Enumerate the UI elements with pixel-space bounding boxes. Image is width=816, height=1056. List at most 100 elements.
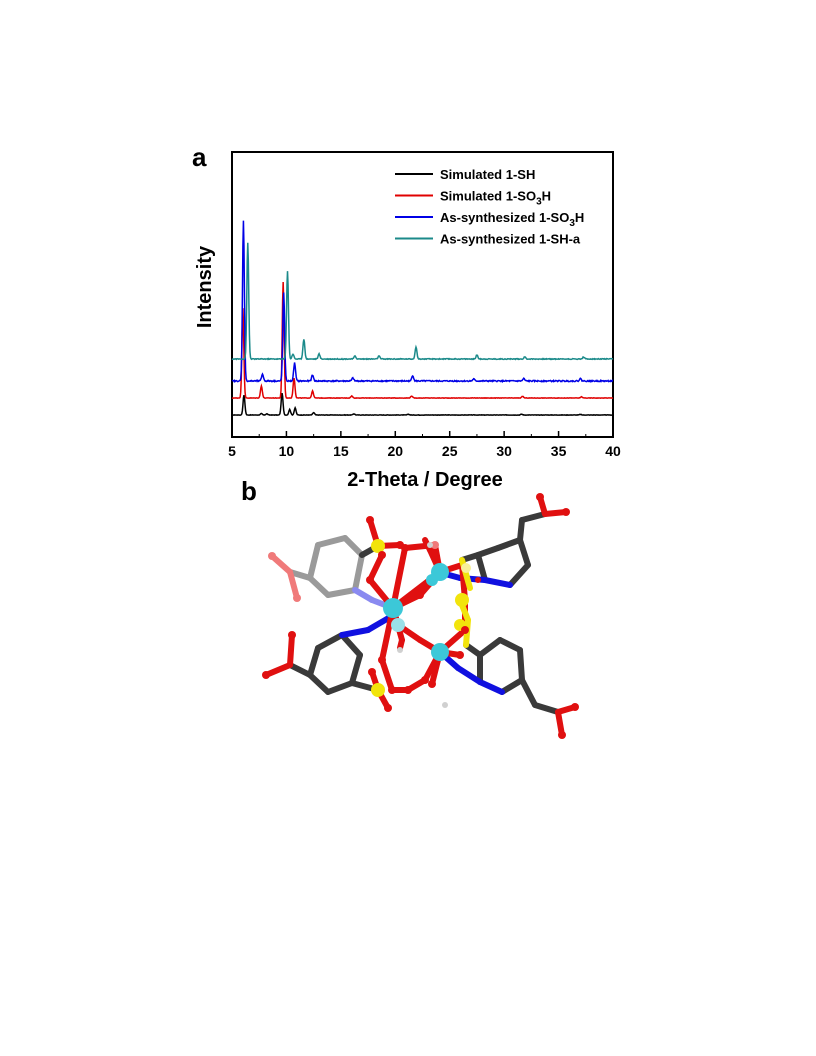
series-line	[231, 242, 614, 361]
atom	[482, 577, 488, 583]
bond	[287, 662, 313, 678]
atom	[378, 656, 386, 664]
atom	[262, 671, 270, 679]
bond	[475, 552, 488, 583]
series-line	[231, 282, 614, 400]
atom	[366, 576, 374, 584]
atom	[456, 651, 464, 659]
xrd-chart: 5 10 15 20 25 30 35 40 Simulated 1-SHSimulated …	[194, 151, 621, 491]
panel-b-label: b	[241, 476, 257, 506]
bond	[269, 553, 293, 575]
atom	[562, 508, 570, 516]
atom	[427, 542, 433, 548]
bond	[339, 627, 371, 638]
bond	[517, 517, 525, 543]
atom	[428, 680, 436, 688]
atom	[416, 591, 424, 599]
atom	[365, 627, 371, 633]
molecular-structure	[262, 493, 579, 739]
bond	[482, 577, 513, 588]
bond	[263, 662, 293, 678]
bond	[477, 637, 503, 658]
atom	[378, 551, 386, 559]
metal-atom	[431, 643, 449, 661]
atom	[442, 702, 448, 708]
atom	[368, 668, 376, 676]
bond	[352, 587, 375, 603]
metal-atom	[426, 574, 438, 586]
atom	[404, 686, 412, 694]
bond	[349, 652, 363, 686]
bond	[325, 587, 358, 598]
atom	[461, 626, 469, 634]
bond	[379, 657, 395, 693]
y-axis-label: Intensity	[194, 245, 216, 328]
atom	[369, 597, 375, 603]
bond	[475, 545, 501, 558]
bond	[352, 552, 365, 593]
bond	[477, 679, 505, 695]
bond	[315, 535, 348, 548]
atom	[388, 686, 396, 694]
bond	[519, 677, 538, 708]
bond	[325, 680, 355, 695]
x-tick-label: 40	[605, 443, 621, 459]
bond	[307, 542, 321, 581]
bond	[507, 562, 531, 588]
bond	[287, 569, 300, 601]
bond	[342, 535, 365, 558]
x-tick-label: 10	[279, 443, 295, 459]
atom	[397, 647, 403, 653]
bond	[495, 537, 523, 551]
metal-atom	[391, 618, 405, 632]
bond	[307, 645, 321, 678]
atom	[293, 594, 301, 602]
x-tick-label: 5	[228, 443, 236, 459]
atom	[571, 703, 579, 711]
atom	[475, 577, 481, 583]
legend-label: Simulated 1-SO3H	[440, 189, 551, 208]
bond	[532, 702, 561, 715]
x-tick-label: 15	[333, 443, 349, 459]
bond	[339, 632, 363, 658]
bond	[307, 575, 331, 598]
bond	[315, 632, 345, 651]
series-line	[231, 393, 614, 417]
atom	[384, 704, 392, 712]
bond	[517, 647, 525, 683]
atom	[401, 544, 409, 552]
x-ticks: 5 10 15 20 25 30 35 40	[228, 431, 621, 459]
x-tick-label: 35	[551, 443, 567, 459]
series-layer	[231, 220, 614, 417]
legend: Simulated 1-SH Simulated 1-SO3H As-synthes…	[395, 167, 584, 247]
sulfur-atom	[371, 683, 385, 697]
metal-atom	[383, 598, 403, 618]
sulfur-atom	[455, 593, 469, 607]
atom	[268, 552, 276, 560]
bond	[517, 537, 531, 568]
atom	[366, 516, 374, 524]
atom	[288, 631, 296, 639]
x-tick-label: 25	[442, 443, 458, 459]
sulfur-atom	[461, 563, 471, 573]
legend-label: As-synthesized 1-SO3H	[440, 210, 584, 229]
atom	[431, 541, 439, 549]
x-axis-label: 2-Theta / Degree	[347, 469, 503, 491]
panel-a-label: a	[192, 142, 207, 172]
bond	[497, 637, 523, 653]
bond	[499, 677, 525, 695]
x-tick-label: 30	[496, 443, 512, 459]
bond	[455, 665, 483, 685]
atom	[558, 731, 566, 739]
x-tick-label: 20	[387, 443, 403, 459]
bond	[390, 545, 408, 611]
bond	[397, 637, 405, 651]
legend-label: As-synthesized 1-SH-a	[440, 232, 581, 247]
atom	[421, 676, 429, 684]
bond	[367, 552, 385, 583]
atom	[536, 493, 544, 501]
sulfur-atom	[371, 539, 385, 553]
atom	[477, 679, 483, 685]
bond	[307, 672, 331, 695]
